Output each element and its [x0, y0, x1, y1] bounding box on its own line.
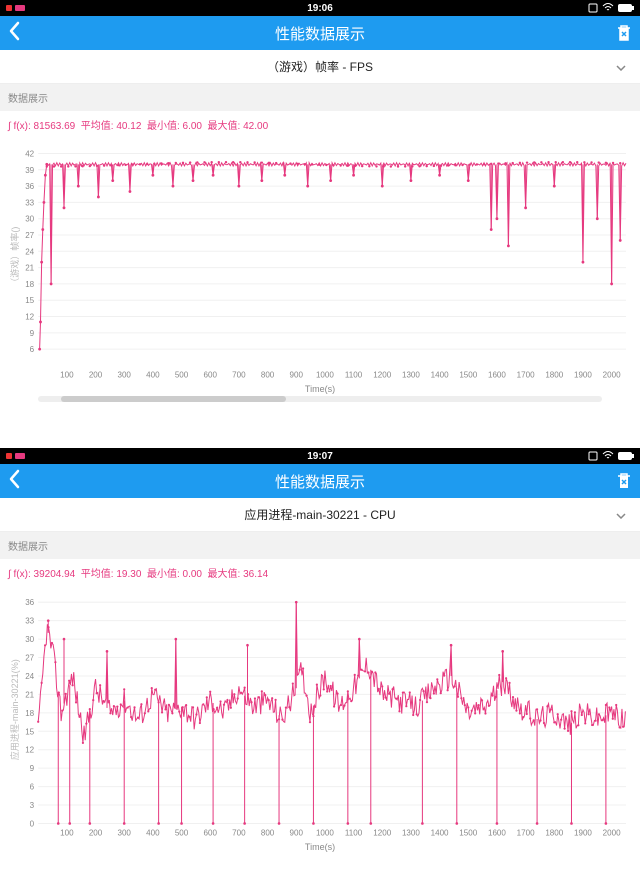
pane-cpu: 19:07 性能数据展示 应用进程-main-30221 - CPU 数据展示 … [0, 448, 640, 896]
svg-text:1600: 1600 [488, 371, 506, 380]
svg-text:1300: 1300 [402, 829, 420, 838]
status-time: 19:07 [307, 451, 333, 462]
svg-text:800: 800 [261, 829, 275, 838]
svg-text:39: 39 [25, 166, 34, 175]
svg-text:1200: 1200 [373, 829, 391, 838]
svg-text:9: 9 [30, 764, 35, 773]
svg-text:36: 36 [25, 598, 34, 607]
svg-text:3: 3 [30, 801, 35, 810]
svg-text:300: 300 [117, 371, 131, 380]
chart-scrollbar[interactable] [38, 396, 602, 402]
svg-text:18: 18 [25, 280, 34, 289]
svg-text:30: 30 [25, 215, 34, 224]
svg-text:1800: 1800 [545, 371, 563, 380]
svg-text:24: 24 [25, 672, 34, 681]
svg-text:700: 700 [232, 371, 246, 380]
stats-line: ∫ f(x): 39204.94 平均值: 19.30 最小值: 0.00 最大… [0, 559, 640, 586]
metric-dropdown[interactable]: 应用进程-main-30221 - CPU [0, 498, 640, 532]
chart-fps: 6 9 12 15 18 21 24 27 30 33 36 39 42 100 200 300 400 500 6… [0, 138, 640, 410]
svg-text:36: 36 [25, 182, 34, 191]
svg-text:200: 200 [89, 829, 103, 838]
status-icons [588, 451, 634, 461]
svg-text:21: 21 [25, 690, 34, 699]
svg-text:600: 600 [204, 829, 218, 838]
svg-text:12: 12 [25, 746, 34, 755]
svg-text:6: 6 [30, 345, 35, 354]
chart-cpu: 0369121518212427303336100200300400500600… [0, 586, 640, 858]
svg-text:1200: 1200 [373, 371, 391, 380]
svg-text:1500: 1500 [459, 829, 477, 838]
svg-text:500: 500 [175, 829, 189, 838]
chevron-down-icon [616, 60, 626, 74]
svg-text:700: 700 [232, 829, 246, 838]
svg-text:12: 12 [25, 313, 34, 322]
svg-text:1700: 1700 [517, 371, 535, 380]
back-button[interactable] [8, 469, 22, 494]
svg-text:1400: 1400 [431, 371, 449, 380]
svg-text:800: 800 [261, 371, 275, 380]
svg-text:1400: 1400 [431, 829, 449, 838]
svg-text:1500: 1500 [459, 371, 477, 380]
status-icons [588, 3, 634, 13]
section-label: 数据展示 [0, 532, 640, 559]
svg-text:900: 900 [290, 371, 304, 380]
svg-text:1900: 1900 [574, 371, 592, 380]
svg-text:21: 21 [25, 264, 34, 273]
svg-text:18: 18 [25, 709, 34, 718]
svg-text:2000: 2000 [603, 371, 621, 380]
svg-text:600: 600 [204, 371, 218, 380]
app-header: 性能数据展示 [0, 464, 640, 498]
metric-dropdown[interactable]: （游戏）帧率 - FPS [0, 50, 640, 84]
svg-text:（游戏）帧率(): （游戏）帧率() [9, 227, 20, 287]
header-title: 性能数据展示 [275, 23, 365, 44]
section-label: 数据展示 [0, 84, 640, 111]
svg-text:1100: 1100 [345, 829, 363, 838]
svg-text:900: 900 [290, 829, 304, 838]
svg-text:27: 27 [25, 654, 34, 663]
header-title: 性能数据展示 [275, 471, 365, 492]
dropdown-label: （游戏）帧率 - FPS [267, 58, 373, 75]
svg-text:1700: 1700 [517, 829, 535, 838]
svg-text:6: 6 [30, 783, 35, 792]
svg-text:1000: 1000 [316, 371, 334, 380]
app-header: 性能数据展示 [0, 16, 640, 50]
svg-text:300: 300 [117, 829, 131, 838]
dropdown-label: 应用进程-main-30221 - CPU [244, 506, 395, 523]
x-axis-label: Time(s) [8, 384, 632, 394]
svg-text:33: 33 [25, 198, 34, 207]
back-button[interactable] [8, 21, 22, 46]
svg-text:42: 42 [25, 149, 34, 158]
svg-text:200: 200 [89, 371, 103, 380]
svg-text:1000: 1000 [316, 829, 334, 838]
svg-text:1100: 1100 [345, 371, 363, 380]
status-bar: 19:07 [0, 448, 640, 464]
svg-text:33: 33 [25, 617, 34, 626]
x-axis-label: Time(s) [8, 842, 632, 852]
svg-text:1600: 1600 [488, 829, 506, 838]
svg-text:30: 30 [25, 635, 34, 644]
delete-button[interactable] [616, 472, 632, 490]
svg-text:1900: 1900 [574, 829, 592, 838]
svg-text:2000: 2000 [603, 829, 621, 838]
svg-text:15: 15 [25, 296, 34, 305]
delete-button[interactable] [616, 24, 632, 42]
svg-text:100: 100 [60, 371, 74, 380]
svg-text:0: 0 [30, 820, 35, 829]
svg-text:27: 27 [25, 231, 34, 240]
svg-text:9: 9 [30, 329, 35, 338]
svg-text:1300: 1300 [402, 371, 420, 380]
chevron-down-icon [616, 508, 626, 522]
status-time: 19:06 [307, 3, 333, 14]
status-bar: 19:06 [0, 0, 640, 16]
svg-text:1800: 1800 [545, 829, 563, 838]
pane-fps: 19:06 性能数据展示 （游戏）帧率 - FPS 数据展示 ∫ f(x): 8… [0, 0, 640, 448]
svg-text:500: 500 [175, 371, 189, 380]
svg-text:100: 100 [60, 829, 74, 838]
svg-text:15: 15 [25, 727, 34, 736]
svg-text:24: 24 [25, 247, 34, 256]
svg-text:400: 400 [146, 829, 160, 838]
svg-text:应用进程-main-30221(%): 应用进程-main-30221(%) [9, 659, 20, 760]
stats-line: ∫ f(x): 81563.69 平均值: 40.12 最小值: 6.00 最大… [0, 111, 640, 138]
svg-text:400: 400 [146, 371, 160, 380]
